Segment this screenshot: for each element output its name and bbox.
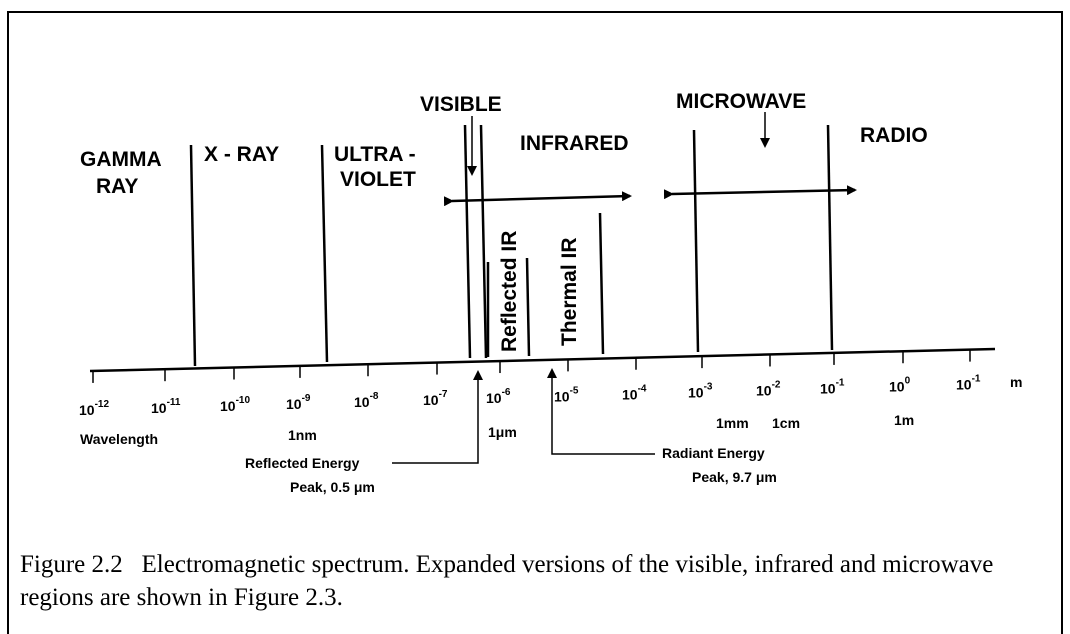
axis-label: Wavelength [80, 431, 158, 447]
tick-exponent: -2 [772, 379, 781, 390]
tick-base: 10 [486, 390, 502, 406]
annotation-arrow [392, 370, 483, 464]
marker: 1cm [772, 415, 800, 431]
tick-label: 10-2 [756, 379, 781, 398]
band-label: Reflected IR [498, 231, 521, 352]
tick-base: 10 [820, 381, 836, 397]
axis [89, 347, 996, 373]
tick-base: 10 [286, 396, 302, 412]
region-label: VIOLET [340, 168, 416, 191]
tick-base: 10 [622, 386, 638, 402]
region-label: RADIO [860, 124, 928, 147]
tick-exponent: -11 [167, 397, 181, 408]
tick-exponent: -12 [95, 399, 110, 410]
tick-label: 10-11 [151, 397, 181, 416]
tick-label: 10-10 [220, 395, 250, 414]
tick-base: 10 [956, 377, 972, 393]
marker: 1m [894, 412, 914, 428]
tick-base: 10 [354, 394, 370, 410]
annotation: Peak, 9.7 μm [692, 469, 777, 485]
tick-base: 10 [554, 388, 570, 404]
tick-base: 10 [756, 382, 772, 398]
annotation: Reflected Energy [245, 455, 360, 471]
frame [7, 11, 1063, 634]
band-label: Thermal IR [558, 237, 581, 346]
region-label: INFRARED [520, 132, 629, 155]
tick-base: 10 [423, 392, 439, 408]
region-label: GAMMA [80, 148, 162, 171]
annotation: Peak, 0.5 μm [290, 479, 375, 495]
tick-label: 10-1 [820, 378, 845, 397]
tick-label: 10-12 [79, 399, 109, 418]
tick-exponent: -5 [570, 385, 579, 396]
tick-exponent: -10 [236, 395, 251, 406]
tick-label: 10-4 [622, 383, 647, 402]
tick-label: 100 [889, 376, 911, 395]
tick-exponent: -4 [638, 383, 647, 394]
tick-label: 10-9 [286, 393, 311, 412]
region-label: VISIBLE [420, 93, 502, 116]
tick-label: 10-7 [423, 389, 448, 408]
marker: 1nm [288, 427, 317, 443]
tick-label: 10-3 [688, 381, 713, 400]
microwave-range [663, 185, 857, 200]
marker: 1μm [488, 424, 517, 440]
marker: 1mm [716, 415, 749, 431]
tick-exponent: -1 [972, 374, 981, 385]
annotation-arrow [547, 368, 655, 455]
region-label: X - RAY [204, 143, 279, 166]
ticks: 10-12 10-11 10-10 10-9 10-8 10-7 10-6 10-5 10-4 1… [79, 349, 981, 418]
unit: m [1010, 374, 1022, 390]
boundaries [189, 124, 834, 367]
region-label: RAY [96, 175, 138, 198]
tick-exponent: -9 [302, 393, 311, 404]
tick-base: 10 [889, 379, 905, 395]
tick-base: 10 [79, 402, 95, 418]
annotation: Radiant Energy [662, 445, 765, 461]
tick-label: 10-1 [956, 374, 981, 393]
tick-base: 10 [688, 384, 704, 400]
tick-label: 10-6 [486, 387, 511, 406]
caption-number: Figure 2.2 [20, 551, 123, 578]
tick-exponent: -7 [439, 389, 448, 400]
infrared-range [443, 191, 632, 207]
tick-base: 10 [220, 398, 236, 414]
tick-exponent: -3 [704, 381, 713, 392]
tick-base: 10 [151, 400, 167, 416]
caption: Figure 2.2 Electromagnetic spectrum. Exp… [20, 548, 1050, 614]
tick-label: 10-8 [354, 391, 379, 410]
tick-exponent: -8 [370, 391, 379, 402]
tick-exponent: -1 [836, 378, 845, 389]
caption-text: Electromagnetic spectrum. Expanded versi… [20, 551, 994, 611]
tick-exponent: -6 [502, 387, 511, 398]
region-label: ULTRA - [334, 143, 416, 166]
tick-exponent: 0 [905, 376, 911, 387]
tick-label: 10-5 [554, 385, 579, 404]
region-label: MICROWAVE [676, 90, 806, 113]
